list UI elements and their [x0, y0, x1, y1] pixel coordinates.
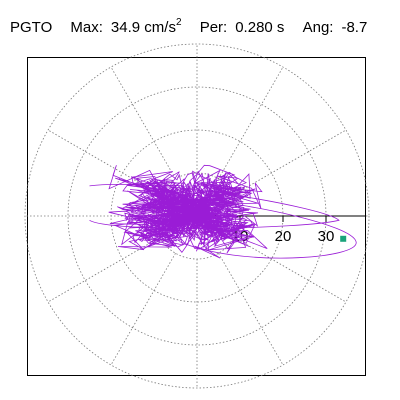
radial-tick-label: 20	[275, 228, 292, 245]
grid-spoke	[234, 237, 347, 303]
grid-spoke	[218, 253, 284, 366]
grid-spoke	[234, 129, 347, 195]
angle-value: -8.7	[341, 19, 368, 36]
marker-group	[340, 235, 347, 242]
grid-spoke	[47, 129, 160, 195]
motion-trace	[108, 164, 268, 259]
grid-spoke	[110, 253, 176, 366]
motion-trace-excursion	[89, 183, 357, 259]
radial-tick-label: 30	[318, 228, 335, 245]
max-unit: cm/s2	[144, 17, 182, 36]
angle-label: Ang:	[302, 19, 334, 36]
station-name: PGTO	[10, 19, 53, 36]
max-label: Max:	[70, 19, 103, 36]
grid-spoke	[110, 66, 176, 179]
period-value: 0.280 s	[235, 19, 285, 36]
grid-spoke	[218, 66, 284, 179]
motion-trace-group	[89, 164, 357, 259]
grid-ring	[24, 43, 370, 389]
max-unit-exponent: 2	[175, 17, 182, 28]
end-point-marker	[340, 235, 347, 242]
period-label: Per:	[199, 19, 228, 36]
chart-header: PGTO Max: 34.9 cm/s2 Per: 0.280 s Ang: -8.7	[10, 17, 367, 36]
max-value: 34.9	[110, 19, 141, 36]
